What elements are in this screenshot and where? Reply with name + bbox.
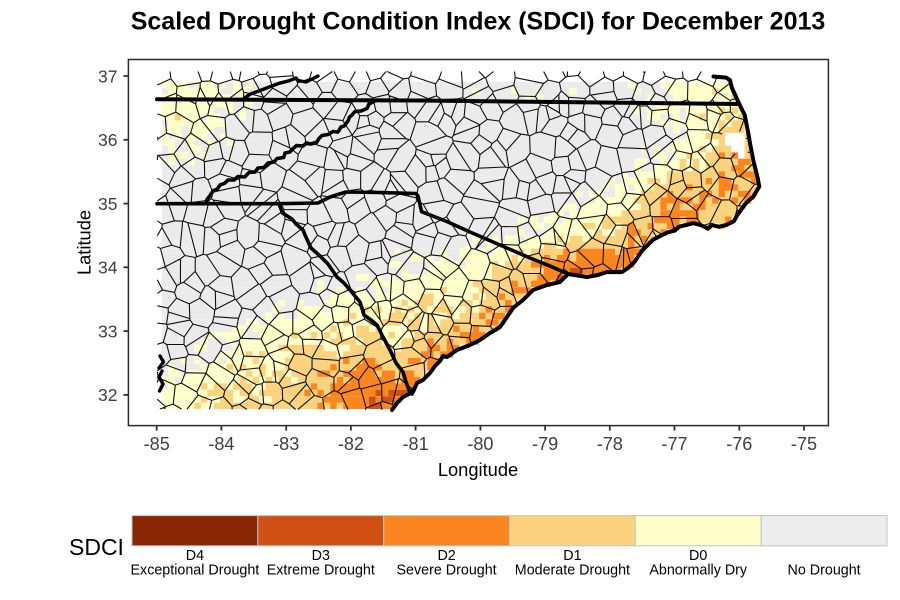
- svg-text:-75: -75: [791, 434, 817, 454]
- svg-text:Severe Drought: Severe Drought: [397, 562, 497, 578]
- svg-text:34: 34: [98, 258, 118, 278]
- svg-text:Scaled Drought Condition Index: Scaled Drought Condition Index (SDCI) fo…: [131, 8, 826, 36]
- svg-text:-83: -83: [273, 434, 299, 454]
- svg-text:-82: -82: [338, 434, 364, 454]
- svg-text:D2: D2: [437, 548, 455, 564]
- svg-text:Moderate Drought: Moderate Drought: [515, 562, 630, 578]
- svg-text:-81: -81: [403, 434, 429, 454]
- svg-text:-84: -84: [208, 434, 234, 454]
- svg-text:33: 33: [98, 321, 117, 341]
- svg-text:D3: D3: [312, 548, 330, 564]
- svg-text:Exceptional Drought: Exceptional Drought: [131, 562, 260, 578]
- svg-text:D0: D0: [689, 548, 707, 564]
- svg-text:D4: D4: [186, 548, 204, 564]
- svg-text:-76: -76: [726, 434, 752, 454]
- svg-text:36: 36: [98, 130, 117, 150]
- svg-text:-77: -77: [661, 434, 687, 454]
- svg-text:SDCI: SDCI: [69, 534, 124, 560]
- svg-text:Abnormally Dry: Abnormally Dry: [649, 562, 748, 578]
- svg-text:-80: -80: [467, 434, 493, 454]
- svg-text:Extreme Drought: Extreme Drought: [267, 562, 375, 578]
- svg-text:32: 32: [98, 385, 117, 405]
- svg-text:Latitude: Latitude: [74, 210, 95, 275]
- svg-text:-78: -78: [597, 434, 623, 454]
- svg-text:No Drought: No Drought: [788, 562, 861, 578]
- svg-text:-85: -85: [144, 434, 170, 454]
- svg-text:37: 37: [98, 66, 117, 86]
- svg-text:-79: -79: [532, 434, 558, 454]
- svg-text:D1: D1: [563, 548, 581, 564]
- svg-text:Longitude: Longitude: [438, 459, 518, 480]
- svg-text:35: 35: [98, 194, 117, 214]
